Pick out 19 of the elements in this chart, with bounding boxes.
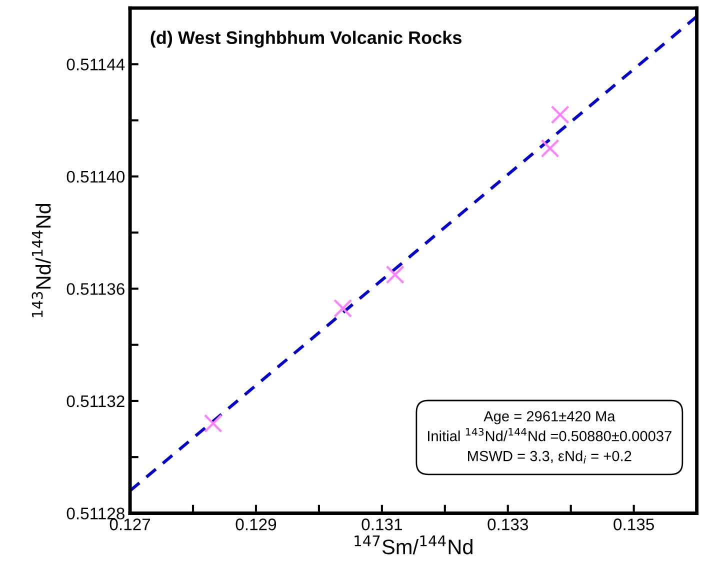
text: (d) West Singhbhum Volcanic Rocks (150, 30, 462, 48)
y-tick-label: 0.51132 (66, 395, 124, 408)
x-tick-label: 0.127 (110, 518, 150, 530)
x-tick-label: 0.129 (236, 518, 276, 530)
y-tick-label: 0.51128 (66, 508, 124, 520)
point (204, 414, 222, 433)
point (550, 105, 570, 124)
y-tick-label: 0.51136 (66, 283, 124, 295)
point (334, 299, 352, 318)
y-tick-label: 0.51140 (66, 170, 125, 183)
x-tick-label: 0.131 (362, 518, 402, 530)
text: Age = 2961±420 Ma Initial $^{143}$Nd/$^{144}$Nd =0.50880±0.00037 MSWD = 3.3, εNd$_{i}$ = +0.2 (428, 411, 672, 464)
x-axis-title: $^{147}$Sm/$^{144}$Nd (354, 536, 472, 554)
y-axis-title: $^{143}$Nd/$^{144}$Nd (32, 204, 51, 318)
x-tick-label: 0.135 (614, 518, 654, 530)
point (386, 265, 404, 284)
point (540, 139, 560, 158)
x-tick-label: 0.133 (488, 518, 528, 530)
y-tick-label: 0.51144 (66, 58, 125, 70)
